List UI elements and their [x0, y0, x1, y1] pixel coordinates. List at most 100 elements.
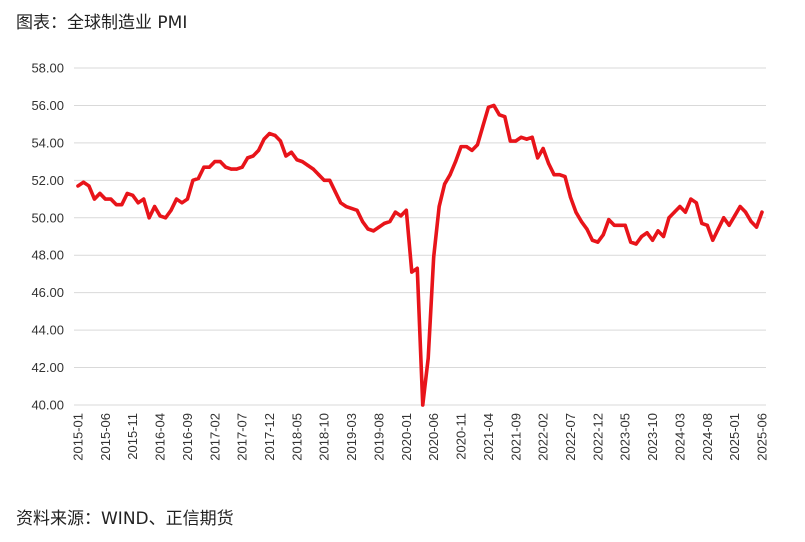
data-point	[158, 214, 162, 218]
x-tick-label: 2021-04	[481, 413, 496, 461]
data-point	[333, 189, 337, 194]
data-point	[366, 227, 370, 231]
x-tick-label: 2018-10	[317, 413, 332, 461]
x-tick-label: 2019-03	[344, 413, 359, 461]
data-point	[612, 223, 616, 227]
data-point	[246, 156, 250, 160]
data-point	[421, 403, 425, 407]
data-point	[202, 165, 206, 169]
data-point	[81, 180, 86, 184]
data-point	[339, 201, 343, 205]
data-point	[415, 266, 419, 270]
x-tick-label: 2017-07	[235, 413, 250, 461]
data-point	[667, 216, 671, 220]
data-point	[207, 165, 211, 169]
data-point	[213, 160, 217, 164]
y-tick-label: 54.00	[31, 135, 64, 150]
data-point	[399, 214, 403, 218]
x-tick-label: 2020-01	[399, 413, 414, 461]
data-point	[174, 197, 179, 201]
data-point	[180, 201, 184, 205]
data-point	[525, 137, 529, 141]
data-point	[722, 216, 726, 220]
data-point	[311, 167, 315, 171]
data-point	[579, 219, 584, 224]
data-point	[590, 238, 594, 242]
x-tick-label: 2018-05	[289, 413, 304, 461]
data-point	[388, 219, 392, 224]
data-point	[661, 234, 666, 239]
data-point	[350, 206, 354, 211]
x-tick-label: 2017-02	[207, 413, 222, 461]
data-point	[754, 225, 759, 229]
data-point	[136, 201, 140, 205]
data-point	[229, 167, 233, 171]
data-point	[678, 204, 682, 209]
data-point	[377, 225, 381, 229]
data-point	[185, 197, 190, 201]
data-point	[437, 204, 441, 209]
data-point	[191, 178, 195, 182]
data-point	[596, 240, 600, 244]
data-point	[448, 173, 452, 177]
chart-title: 图表：全球制造业 PMI	[16, 13, 188, 33]
data-point	[120, 203, 124, 207]
data-point	[568, 195, 573, 199]
source-note: 资料来源：WIND、正信期货	[16, 509, 234, 529]
data-point	[224, 165, 228, 169]
data-point	[497, 113, 501, 117]
data-point	[317, 173, 321, 177]
data-point	[503, 115, 507, 119]
y-axis-tick-labels: 40.00 42.00 44.00 46.00 48.00 50.00 52.00 54.00…	[31, 61, 64, 413]
data-point	[672, 210, 677, 214]
data-point	[711, 238, 715, 242]
data-point	[530, 135, 534, 139]
data-point	[109, 197, 113, 201]
data-point	[601, 233, 605, 237]
x-tick-label: 2021-09	[508, 413, 523, 461]
y-tick-label: 50.00	[31, 210, 64, 225]
data-point	[426, 356, 430, 360]
x-tick-label: 2024-08	[700, 413, 715, 461]
data-point	[76, 184, 80, 188]
data-point	[360, 219, 365, 224]
data-point	[694, 201, 698, 205]
data-point	[459, 145, 463, 149]
data-point	[618, 223, 622, 227]
data-point	[585, 227, 589, 231]
x-tick-label: 2020-06	[426, 413, 441, 461]
x-tick-label: 2025-01	[727, 413, 742, 461]
data-point	[284, 154, 288, 158]
data-point	[218, 160, 222, 164]
data-point	[705, 223, 709, 227]
data-point	[410, 270, 414, 274]
x-axis-tick-labels: 2015-01 2015-06 2015-11 2016-04 2016-09 2017-…	[71, 413, 770, 461]
data-point	[131, 193, 135, 197]
data-point	[481, 124, 485, 128]
x-tick-label: 2019-08	[371, 413, 386, 461]
data-point	[683, 210, 687, 214]
data-point	[629, 240, 633, 244]
data-point	[295, 158, 299, 162]
x-tick-label: 2015-11	[125, 413, 140, 460]
data-point	[256, 148, 261, 152]
x-tick-label: 2023-05	[618, 413, 633, 461]
x-tick-label: 2022-12	[590, 413, 605, 461]
data-point	[650, 238, 655, 242]
y-tick-label: 40.00	[31, 398, 64, 413]
data-point	[300, 160, 304, 164]
data-point	[443, 182, 447, 186]
data-point	[382, 221, 387, 225]
data-point	[163, 216, 168, 220]
data-point	[727, 223, 731, 227]
data-point	[196, 176, 200, 181]
data-point	[306, 163, 310, 167]
data-point	[262, 137, 266, 141]
data-point	[322, 178, 326, 182]
data-point	[453, 160, 458, 164]
data-point	[371, 229, 376, 233]
x-tick-label: 2016-09	[180, 413, 195, 461]
data-point	[114, 203, 118, 207]
x-tick-label: 2015-06	[98, 413, 113, 461]
data-point	[514, 139, 518, 143]
